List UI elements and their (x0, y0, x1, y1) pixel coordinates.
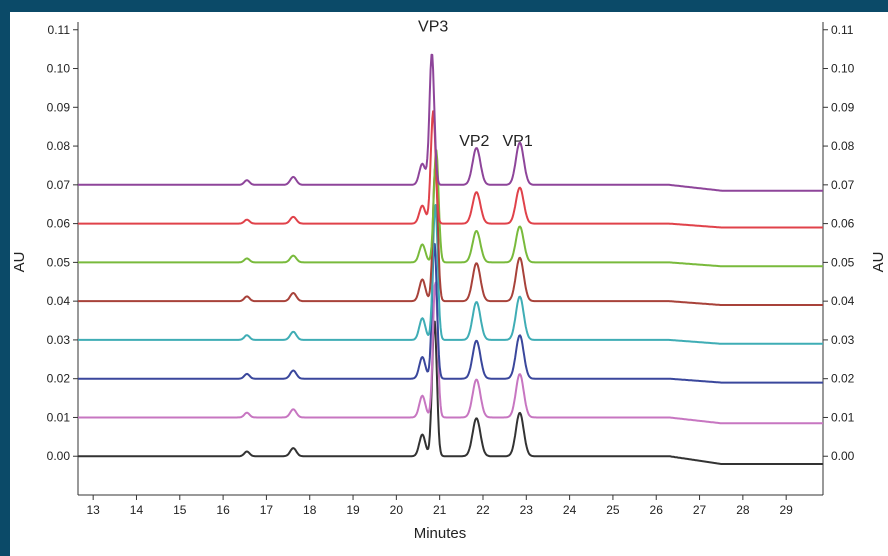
y-tick-label-right: 0.04 (831, 294, 855, 308)
y-tick-label-left: 0.02 (47, 372, 71, 386)
y-tick-label-left: 0.05 (47, 255, 71, 269)
y-tick-label-left: 0.08 (47, 139, 71, 153)
x-tick-label: 21 (433, 503, 447, 517)
series-line-7 (77, 110, 824, 229)
y-tick-label-right: 0.00 (831, 449, 855, 463)
series-line-8 (77, 53, 824, 192)
y-tick-label-right: 0.07 (831, 178, 855, 192)
x-tick-label: 23 (520, 503, 534, 517)
x-tick-label: 19 (346, 503, 360, 517)
x-tick-label: 27 (693, 503, 707, 517)
y-tick-label-left: 0.10 (47, 62, 71, 76)
x-tick-label: 22 (476, 503, 490, 517)
y-tick-label-right: 0.08 (831, 139, 855, 153)
x-tick-label: 17 (260, 503, 274, 517)
y-tick-label-right: 0.03 (831, 333, 855, 347)
y-tick-label-left: 0.09 (47, 100, 71, 114)
x-tick-label: 29 (780, 503, 794, 517)
x-tick-label: 28 (736, 503, 750, 517)
x-tick-label: 15 (173, 503, 187, 517)
y-tick-label-left: 0.11 (48, 23, 71, 37)
series-line-5 (77, 165, 824, 306)
chart-frame: 0.00 0.00 0.01 0.01 0.02 0.02 0.03 0.03 0.04 0.04… (10, 12, 888, 556)
y-tick-label-left: 0.00 (47, 449, 71, 463)
y-tick-label-right: 0.09 (831, 100, 855, 114)
series-line-3 (77, 243, 824, 384)
y-tick-label-left: 0.06 (47, 217, 71, 231)
y-tick-label-right: 0.01 (831, 410, 855, 424)
peak-label-vp1: VP1 (503, 133, 533, 150)
chromatogram-chart: 0.00 0.00 0.01 0.01 0.02 0.02 0.03 0.03 0.04 0.04… (11, 19, 887, 542)
x-tick-label: 26 (650, 503, 664, 517)
y-tick-label-left: 0.07 (47, 178, 71, 192)
series-line-1 (77, 320, 824, 465)
y-axis-title-left: AU (11, 252, 28, 273)
y-tick-label-right: 0.02 (831, 372, 855, 386)
y-axis-title-right: AU (870, 252, 887, 273)
x-tick-label: 20 (390, 503, 404, 517)
series-line-2 (77, 281, 824, 425)
y-tick-label-left: 0.03 (47, 333, 71, 347)
series-line-6 (77, 149, 824, 268)
x-tick-label: 18 (303, 503, 317, 517)
x-tick-label: 14 (130, 503, 144, 517)
x-tick-label: 16 (216, 503, 230, 517)
peak-label-vp2: VP2 (459, 133, 489, 150)
y-tick-label-right: 0.06 (831, 217, 855, 231)
x-tick-label: 25 (606, 503, 620, 517)
y-tick-label-right: 0.05 (831, 255, 855, 269)
plot-area: 0.00 0.00 0.01 0.01 0.02 0.02 0.03 0.03 0.04 0.04… (47, 19, 855, 517)
series-line-4 (77, 204, 824, 345)
peak-label-vp3: VP3 (418, 19, 448, 36)
x-axis-title: Minutes (414, 525, 467, 542)
y-tick-label-left: 0.04 (47, 294, 71, 308)
y-tick-label-right: 0.11 (831, 23, 854, 37)
x-tick-label: 13 (86, 503, 100, 517)
y-tick-label-right: 0.10 (831, 62, 855, 76)
x-tick-label: 24 (563, 503, 577, 517)
y-tick-label-left: 0.01 (47, 410, 71, 424)
